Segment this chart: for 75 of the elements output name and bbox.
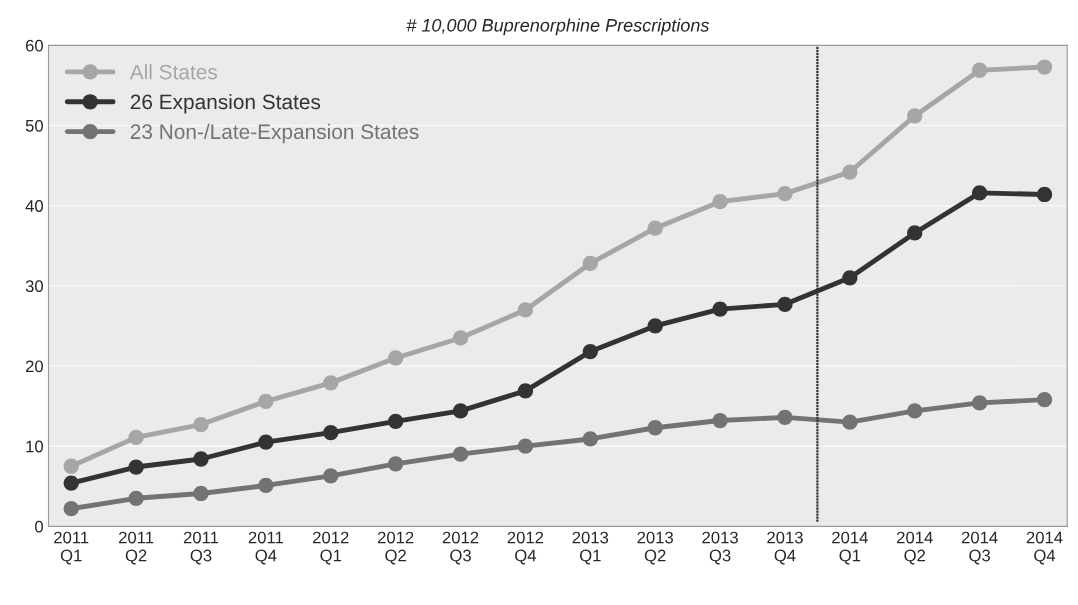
point (842, 164, 858, 180)
x-tick-label: 2012 Q3 (442, 531, 479, 565)
point (1036, 186, 1053, 203)
point (517, 438, 534, 454)
point (582, 255, 598, 272)
y-tick-label: 40 (25, 200, 43, 212)
x-tick-label: 2013 Q2 (637, 531, 673, 565)
point (777, 409, 793, 425)
point (323, 375, 339, 391)
point (712, 412, 728, 429)
point (647, 420, 663, 436)
point (582, 431, 598, 447)
x-tick-label: 2014 Q2 (897, 531, 933, 565)
point (63, 458, 79, 474)
y-tick-label: 60 (25, 39, 43, 52)
point (193, 485, 209, 502)
point (1036, 59, 1053, 75)
point (712, 194, 728, 210)
point (842, 270, 858, 286)
x-tick-label: 2011 Q1 (54, 531, 89, 565)
legend-label: All States (129, 64, 218, 80)
x-tick-label: 2013 Q4 (767, 531, 803, 565)
point (452, 330, 469, 346)
point (323, 424, 339, 441)
point (907, 225, 923, 241)
point (258, 434, 274, 450)
point (63, 501, 79, 517)
x-tick-label: 2013 Q3 (702, 531, 738, 565)
point (647, 318, 663, 334)
point (128, 429, 144, 446)
point (971, 185, 988, 201)
point (517, 302, 534, 318)
x-tick-label: 2012 Q1 (313, 531, 349, 565)
y-tick-label: 50 (25, 119, 43, 132)
x-tick-label: 2011 Q4 (248, 531, 283, 565)
y-tick-label: 10 (26, 440, 43, 453)
x-tick-label: 2014 Q3 (961, 531, 998, 565)
x-tick-label: 2011 Q3 (183, 531, 219, 565)
point (517, 383, 534, 399)
point (777, 186, 793, 202)
point (971, 395, 988, 411)
point (647, 220, 663, 236)
point (452, 403, 469, 419)
point (388, 456, 404, 472)
x-tick-label: 2012 Q2 (377, 531, 414, 565)
point (452, 446, 469, 462)
point (712, 301, 728, 317)
point (842, 414, 858, 430)
x-tick-label: 2014 Q1 (832, 531, 868, 565)
point (388, 413, 404, 429)
x-tick-label: 2014 Q4 (1026, 531, 1063, 565)
chart-title: # 10,000 Buprenorphine Prescriptions (406, 18, 710, 36)
point (971, 62, 988, 78)
point (193, 416, 209, 433)
legend-label: 26 Expansion States (130, 93, 321, 114)
point (323, 468, 339, 484)
point (63, 475, 79, 491)
point (128, 490, 144, 506)
x-tick-label: 2011 Q2 (119, 531, 154, 565)
point (258, 393, 274, 409)
point (582, 343, 598, 360)
point (258, 477, 274, 494)
x-tick-label: 2013 Q1 (572, 531, 609, 565)
y-tick-label: 30 (25, 280, 43, 293)
point (128, 459, 144, 475)
point (777, 296, 793, 312)
point (907, 403, 923, 419)
y-tick-label: 20 (25, 360, 43, 373)
y-tick-label: 0 (35, 520, 43, 533)
point (1036, 392, 1053, 408)
x-tick-label: 2012 Q4 (507, 531, 544, 565)
point (907, 108, 923, 124)
point (388, 350, 404, 366)
point (193, 451, 209, 467)
legend-label: 23 Non-/Late-Expansion States (130, 123, 419, 144)
